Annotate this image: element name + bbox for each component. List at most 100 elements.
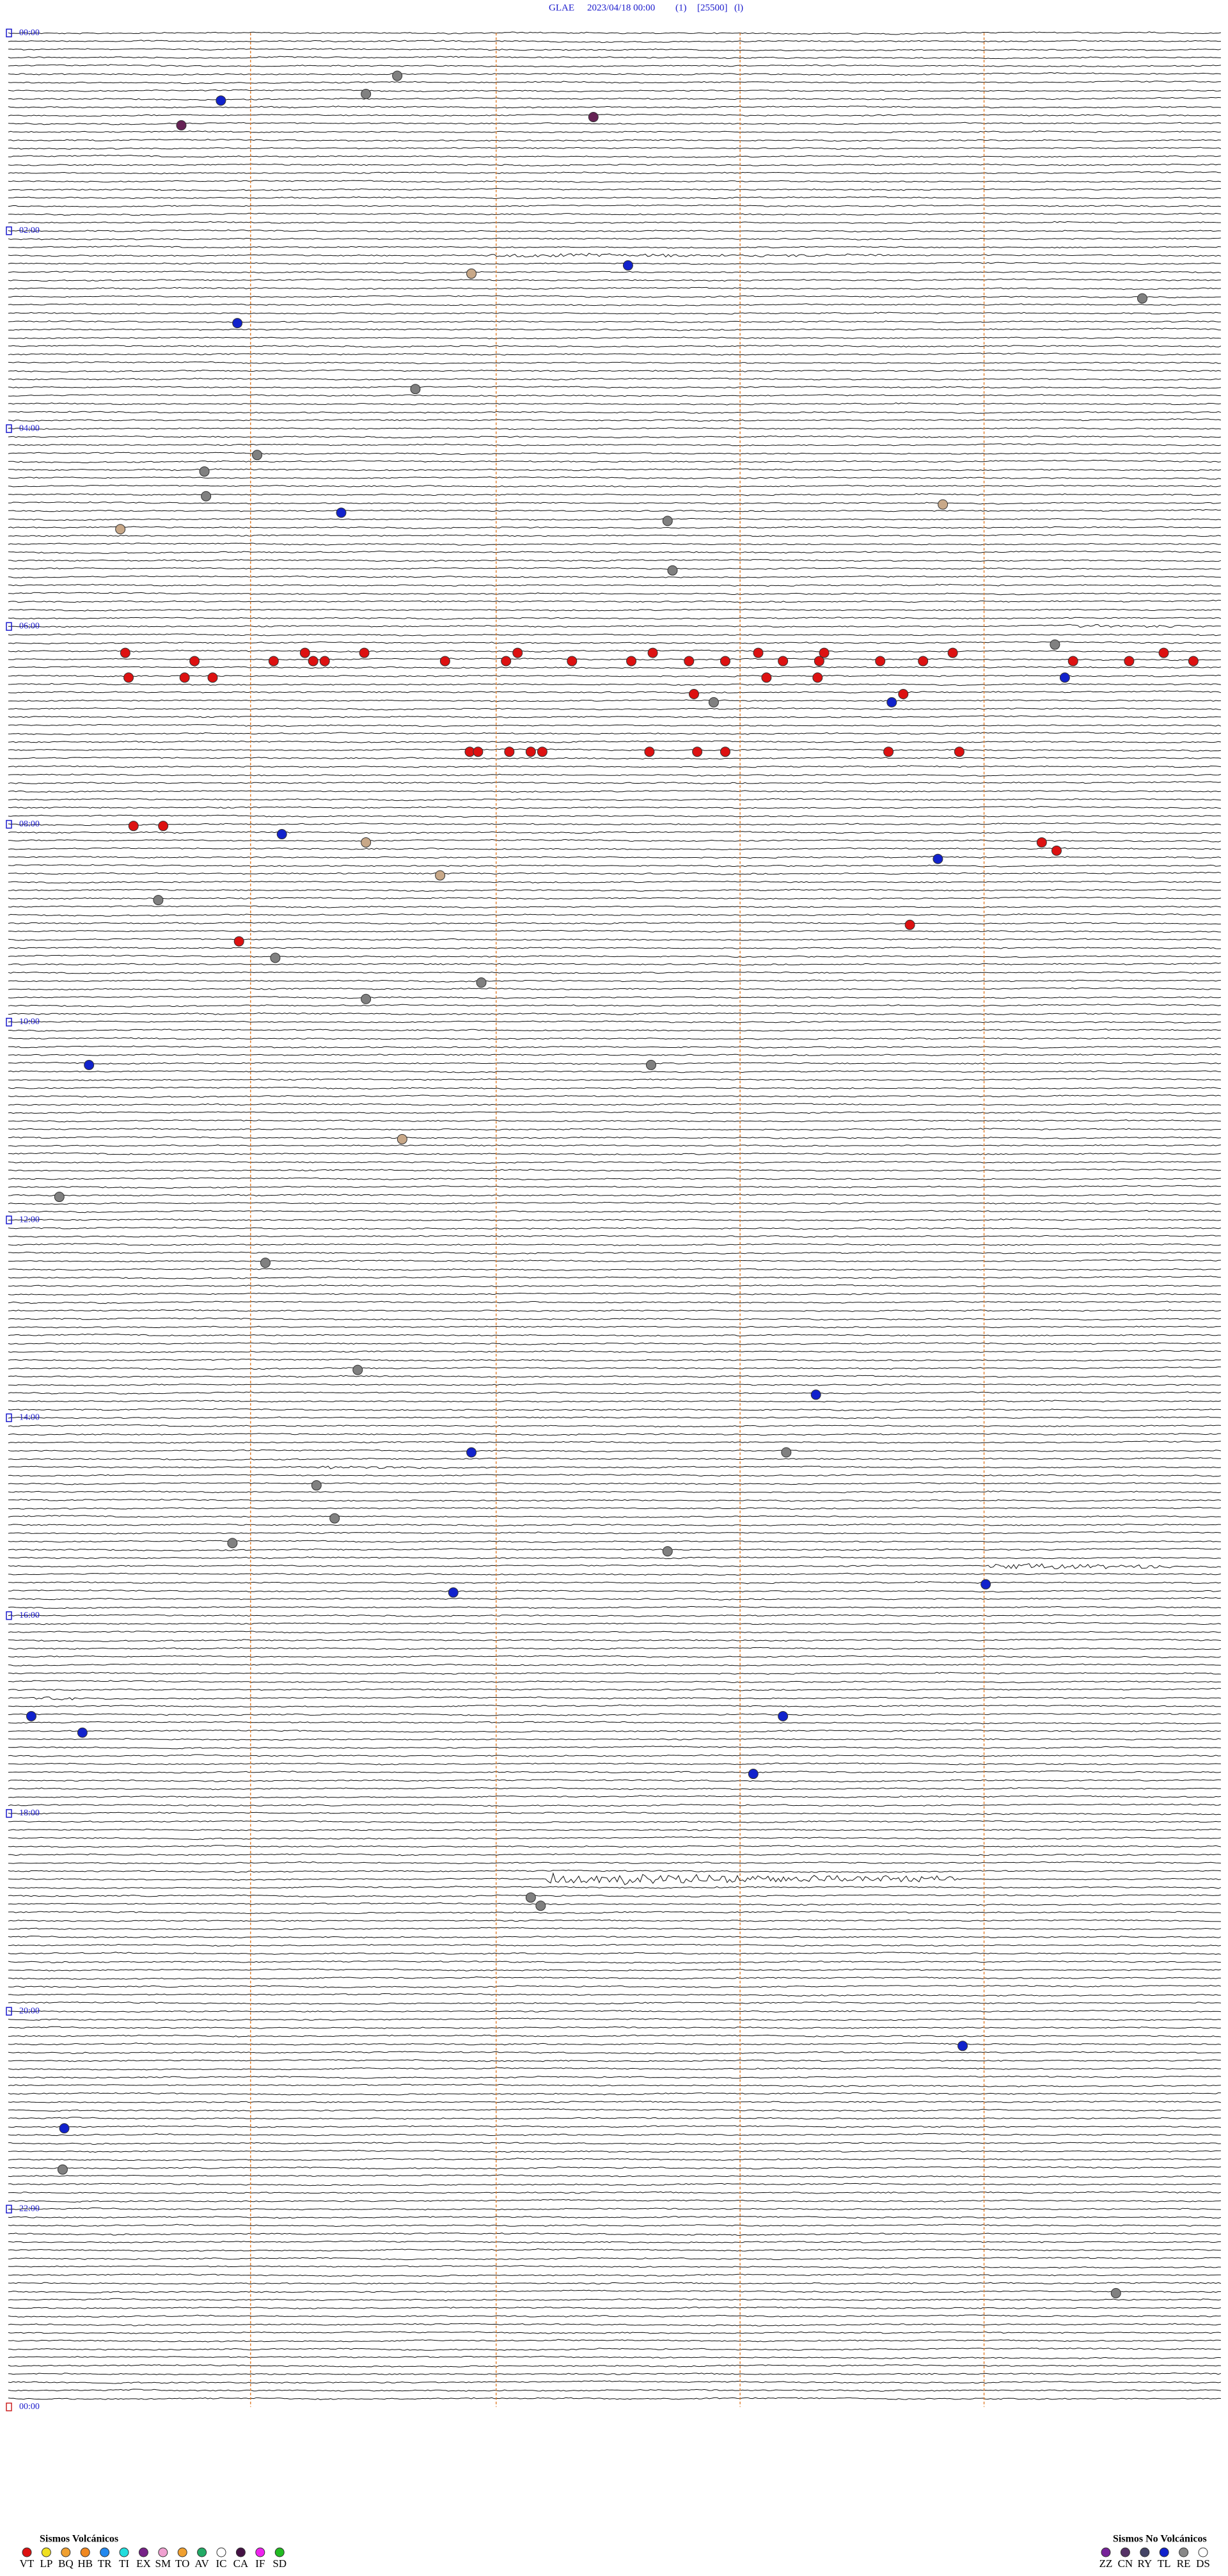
hour-marker [6,226,12,235]
legend-item: ZZ [1099,2557,1113,2570]
trace [8,1984,1222,1988]
event-marker [1188,656,1199,667]
trace [8,1136,1221,1139]
trace [8,1309,1221,1313]
legend-swatch [80,2547,90,2557]
trace [8,1144,1221,1148]
trace [8,855,1222,859]
trace [8,2142,1221,2145]
event-marker [1124,656,1135,667]
event-marker [153,895,164,906]
trace [8,871,1222,875]
event-marker [361,837,372,848]
trace [8,913,1221,917]
legend-title: Sismos Volcánicos [40,2534,118,2545]
trace [8,1556,1221,1560]
trace [8,476,1221,480]
trace [8,40,1221,43]
trace [8,320,1221,324]
trace [8,1919,1221,1922]
legend-item: RY [1137,2557,1152,2570]
legend-item: DS [1196,2557,1210,2570]
trace [8,2149,1221,2153]
event-marker [537,747,547,757]
event-marker [299,647,310,658]
event-marker [819,647,830,658]
event-marker [644,747,655,757]
trace [8,550,1221,554]
trace [8,1317,1222,1321]
trace [8,929,1221,933]
legend-item: AV [194,2557,209,2570]
event-marker [567,656,578,667]
trace [8,1861,1221,1865]
event-marker [189,656,200,667]
legend-swatch [100,2547,110,2557]
trace [8,896,1222,900]
trace [8,2306,1222,2310]
trace [8,352,1221,356]
hour-marker [6,819,12,829]
hour-labels: 00:00 02:00 04:00 06:00 08:00 10:00 12:00 14:00… [6,28,40,2412]
trace [8,1836,1221,1840]
event-marker [361,88,372,99]
hour-label: 18:00 [19,1808,40,1818]
event-marker [120,647,130,658]
trace [8,97,1221,101]
trace [8,1779,1221,1783]
event-marker [270,952,281,963]
event-marker [59,2123,70,2134]
legend-swatch [1140,2547,1150,2557]
event-marker [84,1059,95,1070]
event-marker [176,120,187,130]
trace [8,278,1221,282]
trace [8,2009,1221,2013]
trace [8,2059,1221,2062]
trace [8,938,1221,941]
legend: Sismos Volcánicos Sismos No Volcánicos V… [20,2534,1210,2570]
trace [8,1276,1221,1279]
trace [8,1194,1221,1197]
trace [8,1053,1221,1057]
trace [8,1169,1221,1172]
legend-item: EX [136,2557,151,2570]
events [26,70,1199,2298]
event-marker [535,1900,546,1911]
event-marker [933,853,943,864]
event-marker [626,656,637,667]
event-marker [781,1447,792,1458]
trace [8,1787,1221,1790]
event-marker [435,870,446,881]
trace [8,1078,1221,1081]
trace [8,1820,1221,1824]
trace [8,2314,1221,2318]
trace [8,180,1221,183]
trace [8,533,1222,537]
trace [8,723,1222,727]
event-marker [748,1769,759,1780]
event-marker [199,466,210,477]
event-marker [392,70,403,81]
trace [8,1375,1222,1378]
trace [8,1029,1221,1032]
event-marker [57,2164,68,2175]
legend-swatch [138,2547,148,2557]
trace [8,1622,1222,1625]
trace [8,839,1222,842]
legend-swatch [235,2547,246,2557]
trace [8,312,1221,315]
scale: [25500] [697,3,728,13]
trace [8,271,1222,274]
trace [8,509,1221,512]
hour-label: 14:00 [19,1413,40,1423]
trace [8,683,1221,686]
trace [8,1581,1221,1584]
legend-item: TI [119,2557,129,2570]
legend-title: Sismos No Volcánicos [1113,2534,1207,2545]
event-marker [647,647,658,658]
event-marker [898,688,909,699]
trace [8,435,1221,439]
trace [8,617,1222,620]
trace [8,1441,1221,1444]
legend-swatch [41,2547,51,2557]
